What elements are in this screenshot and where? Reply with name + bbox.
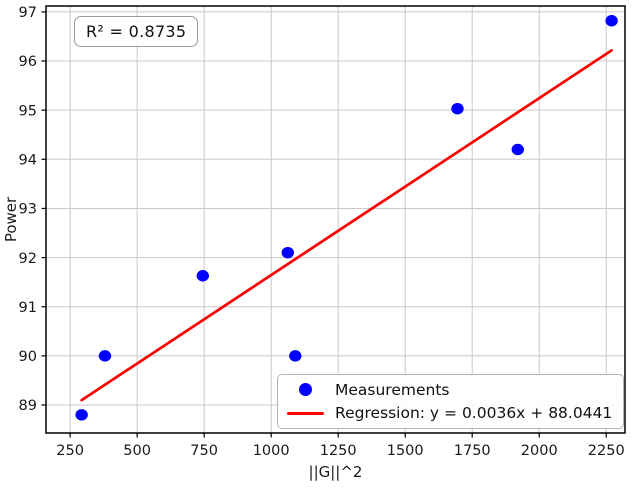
legend: Measurements Regression: y = 0.0036x + 8… <box>277 374 624 429</box>
data-point <box>98 350 112 362</box>
x-tick-label: 750 <box>190 443 218 459</box>
data-point <box>451 102 464 115</box>
y-axis-label: Power <box>2 196 20 242</box>
y-tick-label: 93 <box>19 202 37 218</box>
data-point <box>605 15 618 27</box>
x-axis-label: ||G||^2 <box>309 463 363 481</box>
legend-label-measurements: Measurements <box>335 380 450 399</box>
data-point <box>196 270 210 282</box>
y-tick-label: 90 <box>19 349 37 365</box>
y-tick-label: 89 <box>19 398 37 414</box>
r-squared-text: R² = 0.8735 <box>86 22 187 41</box>
legend-entry-regression: Regression: y = 0.0036x + 88.0441 <box>283 402 618 426</box>
data-point <box>511 143 524 156</box>
data-point <box>75 409 88 421</box>
r-squared-annotation: R² = 0.8735 <box>74 16 199 47</box>
x-tick-label: 1000 <box>253 443 290 459</box>
data-point <box>289 350 302 362</box>
data-point <box>281 246 294 259</box>
y-tick-label: 97 <box>19 5 37 21</box>
y-tick-label: 92 <box>19 251 37 267</box>
legend-marker-line <box>286 411 324 415</box>
legend-label-regression: Regression: y = 0.0036x + 88.0441 <box>335 404 613 423</box>
x-tick-label: 2250 <box>588 443 625 459</box>
legend-entry-measurements: Measurements <box>283 378 618 402</box>
legend-handle <box>283 383 327 397</box>
y-tick-label: 91 <box>19 300 37 316</box>
x-tick-label: 1750 <box>454 443 491 459</box>
x-tick-label: 2000 <box>521 443 558 459</box>
x-tick-label: 1250 <box>320 443 357 459</box>
plot-border <box>45 5 626 434</box>
legend-marker-dot <box>298 383 312 397</box>
y-tick-label: 94 <box>19 153 37 169</box>
y-tick-label: 96 <box>19 54 37 70</box>
legend-handle <box>283 411 327 415</box>
x-tick-label: 250 <box>56 443 84 459</box>
x-tick-label: 500 <box>123 443 151 459</box>
regression-line <box>80 49 613 402</box>
x-tick-label: 1500 <box>387 443 424 459</box>
y-tick-label: 95 <box>19 103 37 119</box>
